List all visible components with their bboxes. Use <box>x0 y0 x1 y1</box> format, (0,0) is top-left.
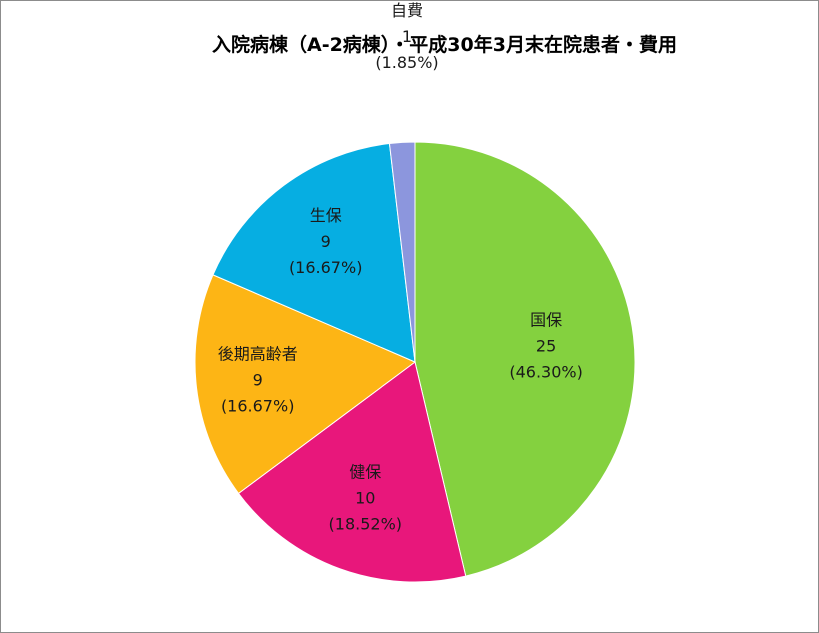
pie-slice-kokuho <box>414 141 636 577</box>
data-label-kenpo-label: 健保 <box>349 462 381 481</box>
data-label-kenpo-percent: (18.52%) <box>329 514 403 533</box>
pie-slice-kouki <box>194 274 416 495</box>
data-label-kokuho-percent: (46.30%) <box>509 363 583 382</box>
data-labels: 国保 25 (46.30%) 健保 10 (18.52%) 後期高齢者 9 (16.67%) 生保… <box>218 1 583 533</box>
data-label-jihi-percent: (1.85%) <box>375 53 438 72</box>
data-label-jihi-value: 1 <box>402 27 412 46</box>
data-label-kokuho-value: 25 <box>536 337 556 356</box>
data-label-kenpo-value: 10 <box>355 488 375 507</box>
data-label-kouki-percent: (16.67%) <box>221 396 295 415</box>
data-label-seiho-label: 生保 <box>310 206 342 225</box>
chart-title: 入院病棟（A-2病棟）・平成30年3月末在院患者・費用 <box>212 34 677 56</box>
pie-slice-kenpo <box>237 361 467 583</box>
pie-slice-seiho <box>212 142 416 363</box>
data-label-kokuho-label: 国保 <box>530 311 562 330</box>
data-label-seiho-percent: (16.67%) <box>289 258 363 277</box>
data-label-kouki-label: 後期高齢者 <box>218 344 298 363</box>
pie-slice-jihi <box>388 141 416 363</box>
pie-slices <box>194 141 636 583</box>
data-label-seiho-value: 9 <box>321 232 331 251</box>
data-label-jihi-label: 自費 <box>391 1 423 20</box>
data-label-kouki-value: 9 <box>253 370 263 389</box>
